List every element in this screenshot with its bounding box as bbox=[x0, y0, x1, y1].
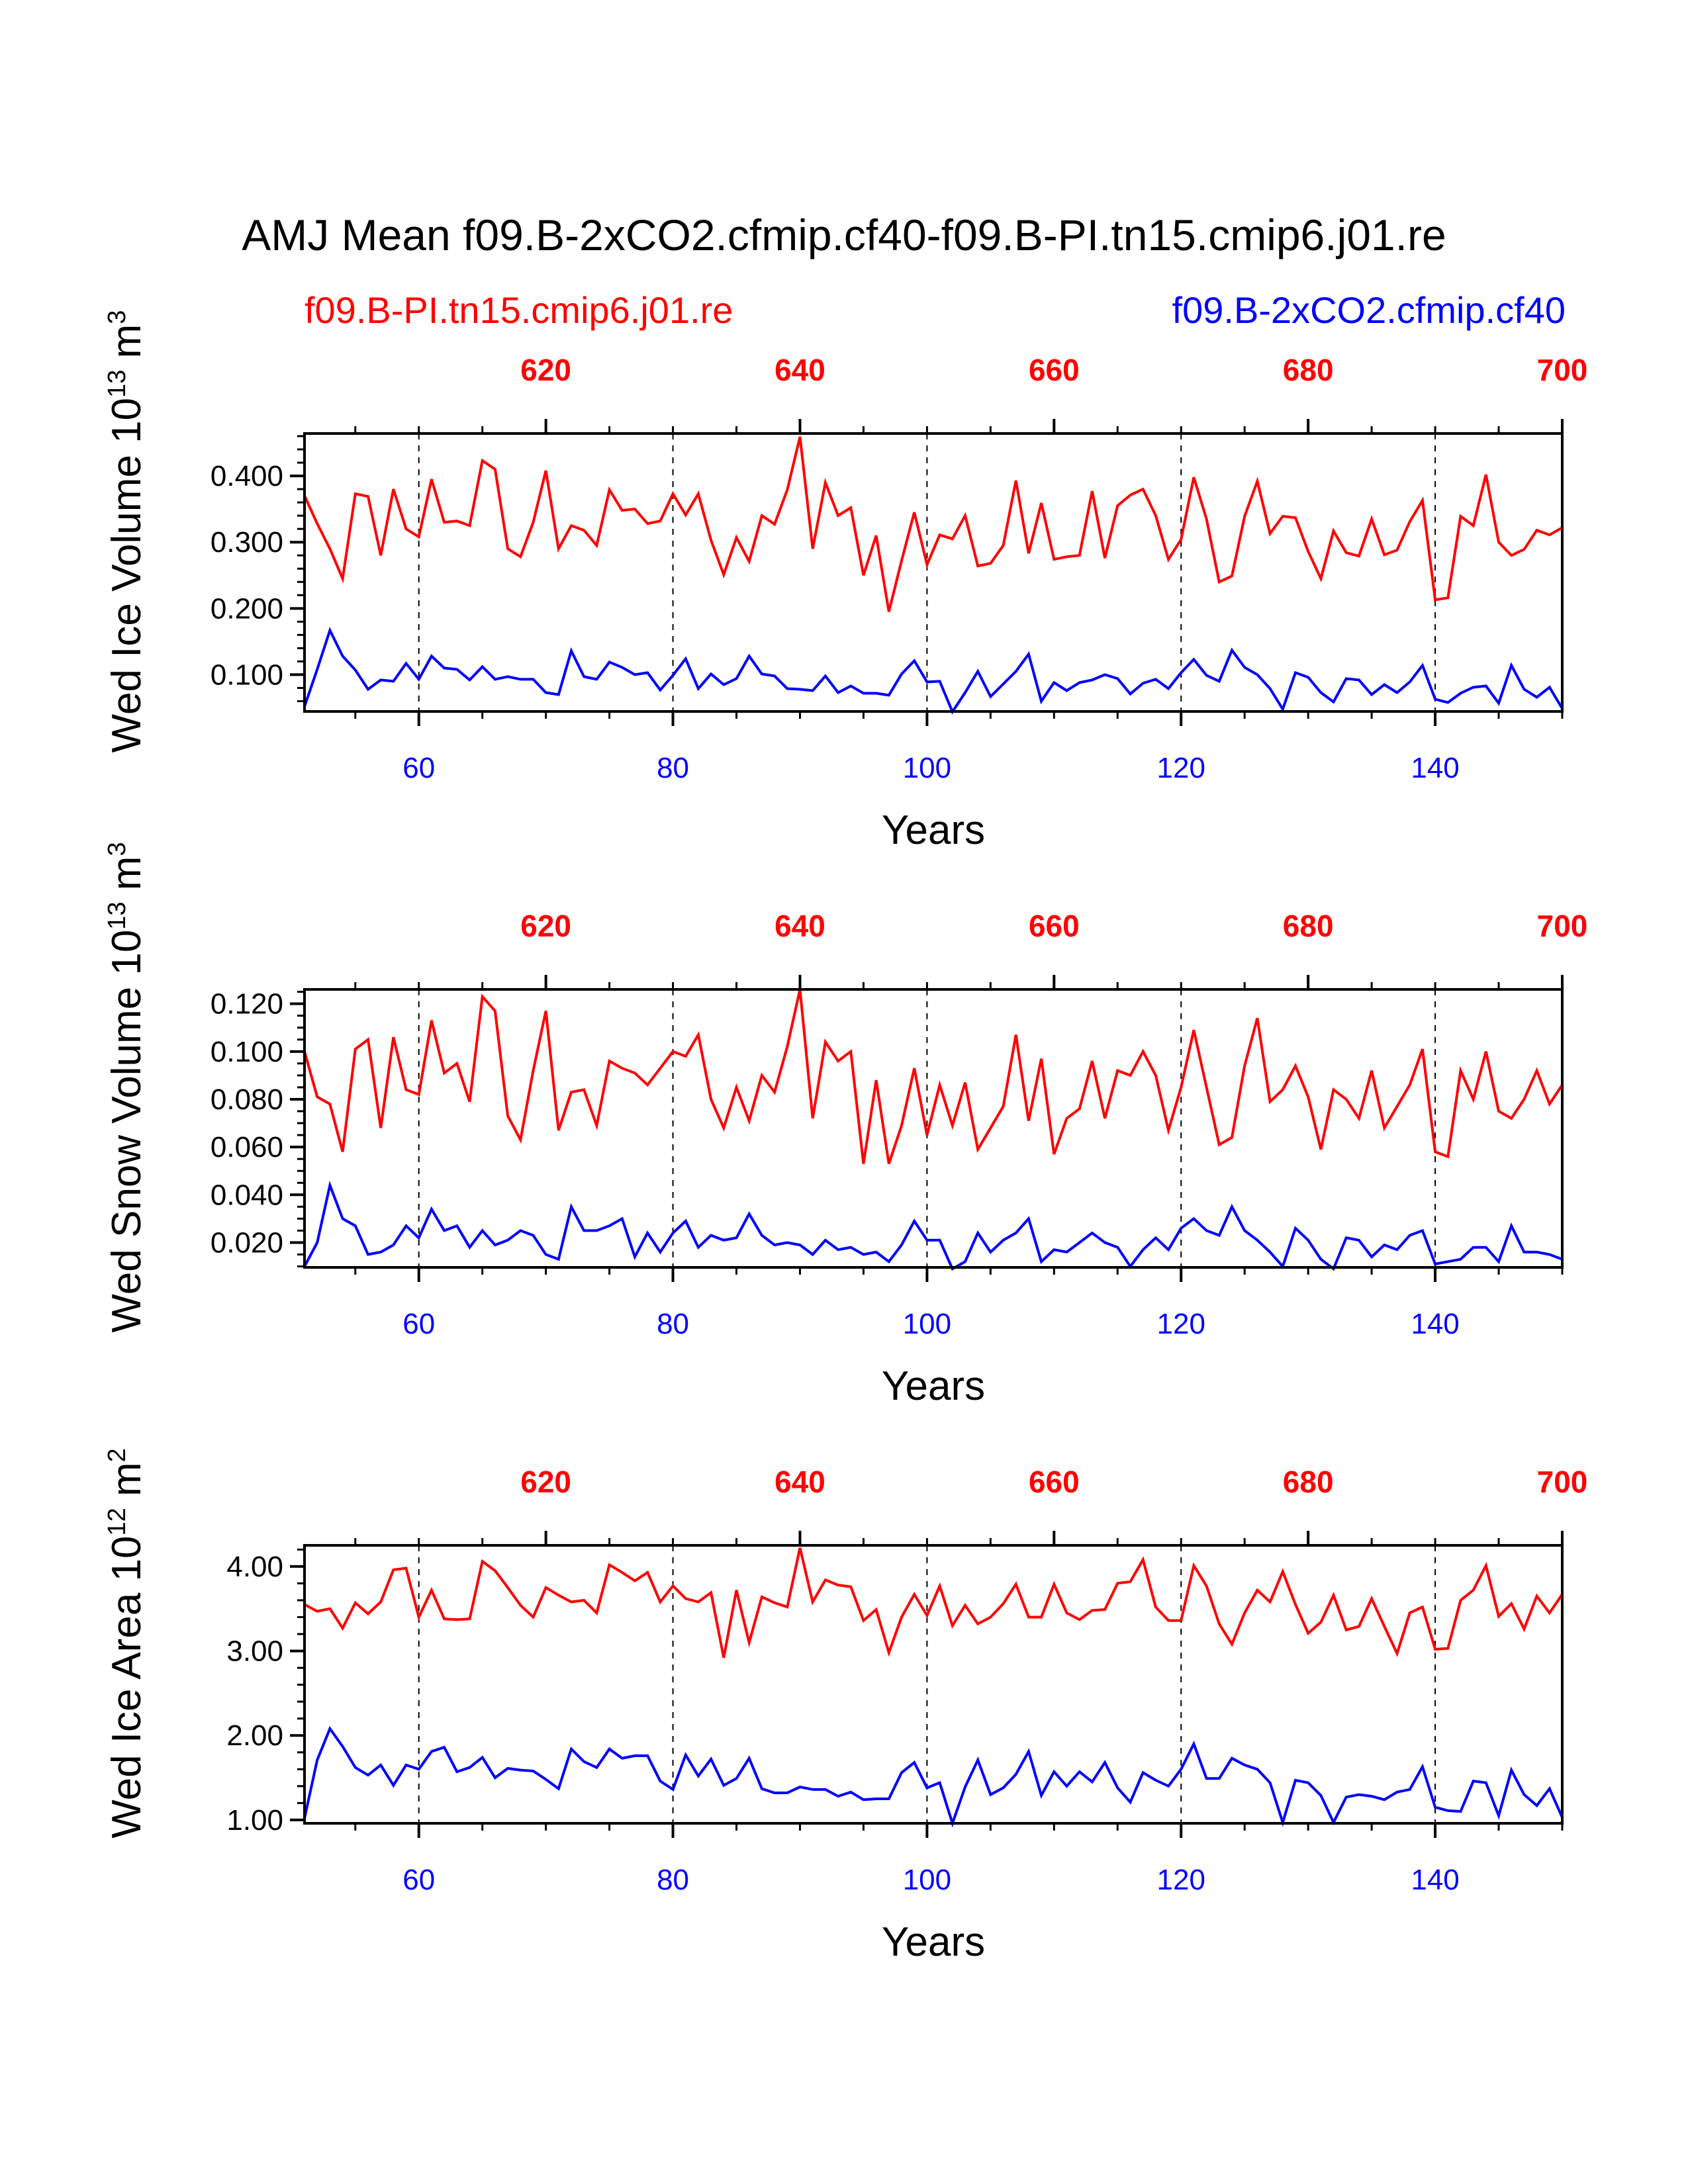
x-tick-label-top: 620 bbox=[520, 909, 571, 943]
y-tick-label: 0.040 bbox=[211, 1179, 283, 1211]
series-line-2xco2 bbox=[303, 1725, 1564, 1828]
y-axis-label-unit-exponent: 3 bbox=[103, 842, 131, 856]
x-tick-label-top: 640 bbox=[774, 1465, 825, 1499]
legend-blue-label: f09.B-2xCO2.cfmip.cf40 bbox=[1172, 289, 1566, 331]
x-tick-label-top: 620 bbox=[520, 353, 571, 387]
figure-title: AMJ Mean f09.B-2xCO2.cfmip.cf40-f09.B-PI… bbox=[242, 210, 1446, 259]
x-tick-label-top: 700 bbox=[1537, 353, 1588, 387]
plot-frame bbox=[303, 432, 1564, 713]
y-axis-label-text: Wed Ice Area 10 bbox=[104, 1536, 150, 1839]
y-tick-label: 1.00 bbox=[226, 1804, 283, 1837]
panel-ice-area: 1.00 2.00 3.00 4.00 60 80 100 120 140 620 640 660 68… bbox=[103, 1448, 1587, 1965]
y-axis-label-unit: m bbox=[104, 1462, 150, 1508]
x-tick-label-bottom: 80 bbox=[657, 1864, 689, 1896]
y-axis-label: Wed Snow Volume 1013 m3 bbox=[103, 842, 150, 1332]
x-tick-label-bottom: 120 bbox=[1157, 1864, 1205, 1896]
y-axis-label-text: Wed Snow Volume 10 bbox=[104, 930, 150, 1333]
x-tick-label-bottom: 80 bbox=[657, 1308, 689, 1340]
panel-snow-volume: 0.020 0.040 0.060 0.080 0.100 0.120 60 80 100 120… bbox=[103, 842, 1587, 1409]
y-tick-label: 0.100 bbox=[211, 659, 283, 691]
y-axis-label: Wed Ice Area 1012 m2 bbox=[103, 1448, 150, 1839]
x-tick-label-top: 660 bbox=[1029, 909, 1080, 943]
x-tick-label-bottom: 60 bbox=[402, 752, 435, 784]
y-tick-label: 0.060 bbox=[211, 1131, 283, 1163]
x-tick-label-top: 640 bbox=[774, 909, 825, 943]
x-axis-label: Years bbox=[882, 1919, 985, 1965]
y-axis-label-exponent: 12 bbox=[103, 1508, 131, 1535]
y-axis-label-unit: m bbox=[104, 324, 150, 370]
plot-frame bbox=[303, 988, 1564, 1269]
series-line-2xco2 bbox=[303, 627, 1564, 715]
y-axis-label: Wed Ice Volume 1013 m3 bbox=[103, 310, 150, 753]
x-tick-label-top: 660 bbox=[1029, 1465, 1080, 1499]
x-tick-label-top: 700 bbox=[1537, 909, 1588, 943]
x-tick-label-bottom: 100 bbox=[903, 752, 951, 784]
x-tick-label-bottom: 120 bbox=[1157, 1308, 1205, 1340]
x-tick-label-bottom: 60 bbox=[402, 1864, 435, 1896]
y-tick-label: 0.100 bbox=[211, 1036, 283, 1068]
y-axis-label-unit-exponent: 2 bbox=[103, 1448, 131, 1462]
series-line-pi-control bbox=[304, 1547, 1564, 1659]
y-axis-label-exponent: 13 bbox=[103, 370, 131, 398]
y-tick-label: 0.120 bbox=[211, 988, 283, 1021]
x-axis-label: Years bbox=[882, 1363, 985, 1409]
x-tick-label-top: 680 bbox=[1283, 353, 1334, 387]
y-axis-label-text: Wed Ice Volume 10 bbox=[104, 398, 150, 753]
x-tick-label-bottom: 100 bbox=[903, 1864, 951, 1896]
series-line-pi-control bbox=[303, 436, 1563, 612]
y-axis-label-unit-exponent: 3 bbox=[103, 310, 131, 324]
x-tick-label-bottom: 120 bbox=[1157, 752, 1205, 784]
x-tick-label-top: 700 bbox=[1537, 1465, 1588, 1499]
x-tick-label-bottom: 140 bbox=[1411, 1308, 1459, 1340]
y-tick-label: 0.080 bbox=[211, 1083, 283, 1116]
x-tick-label-bottom: 100 bbox=[903, 1308, 951, 1340]
x-tick-label-bottom: 80 bbox=[657, 752, 689, 784]
x-axis-label: Years bbox=[882, 807, 985, 853]
y-tick-label: 0.020 bbox=[211, 1226, 283, 1259]
series-line-pi-control bbox=[303, 989, 1564, 1165]
y-axis-label-exponent: 13 bbox=[103, 901, 131, 929]
y-tick-label: 3.00 bbox=[226, 1635, 283, 1668]
x-tick-label-top: 620 bbox=[520, 1465, 571, 1499]
y-tick-label: 0.300 bbox=[211, 526, 283, 559]
panel-ice-volume: 0.100 0.200 0.300 0.400 60 80 100 120 140 620 640 6… bbox=[103, 310, 1587, 853]
x-tick-label-top: 680 bbox=[1283, 1465, 1334, 1499]
x-tick-label-bottom: 60 bbox=[402, 1308, 435, 1340]
y-tick-label: 0.400 bbox=[211, 460, 283, 492]
y-tick-label: 4.00 bbox=[226, 1551, 283, 1583]
legend-red-label: f09.B-PI.tn15.cmip6.j01.re bbox=[305, 289, 733, 331]
x-tick-label-top: 640 bbox=[774, 353, 825, 387]
y-axis-label-unit: m bbox=[104, 856, 150, 902]
x-tick-label-bottom: 140 bbox=[1411, 752, 1459, 784]
series-line-2xco2 bbox=[303, 1180, 1563, 1271]
y-tick-label: 0.200 bbox=[211, 592, 283, 625]
x-tick-label-top: 680 bbox=[1283, 909, 1334, 943]
x-tick-label-top: 660 bbox=[1029, 353, 1080, 387]
y-tick-label: 2.00 bbox=[226, 1719, 283, 1752]
x-tick-label-bottom: 140 bbox=[1411, 1864, 1459, 1896]
